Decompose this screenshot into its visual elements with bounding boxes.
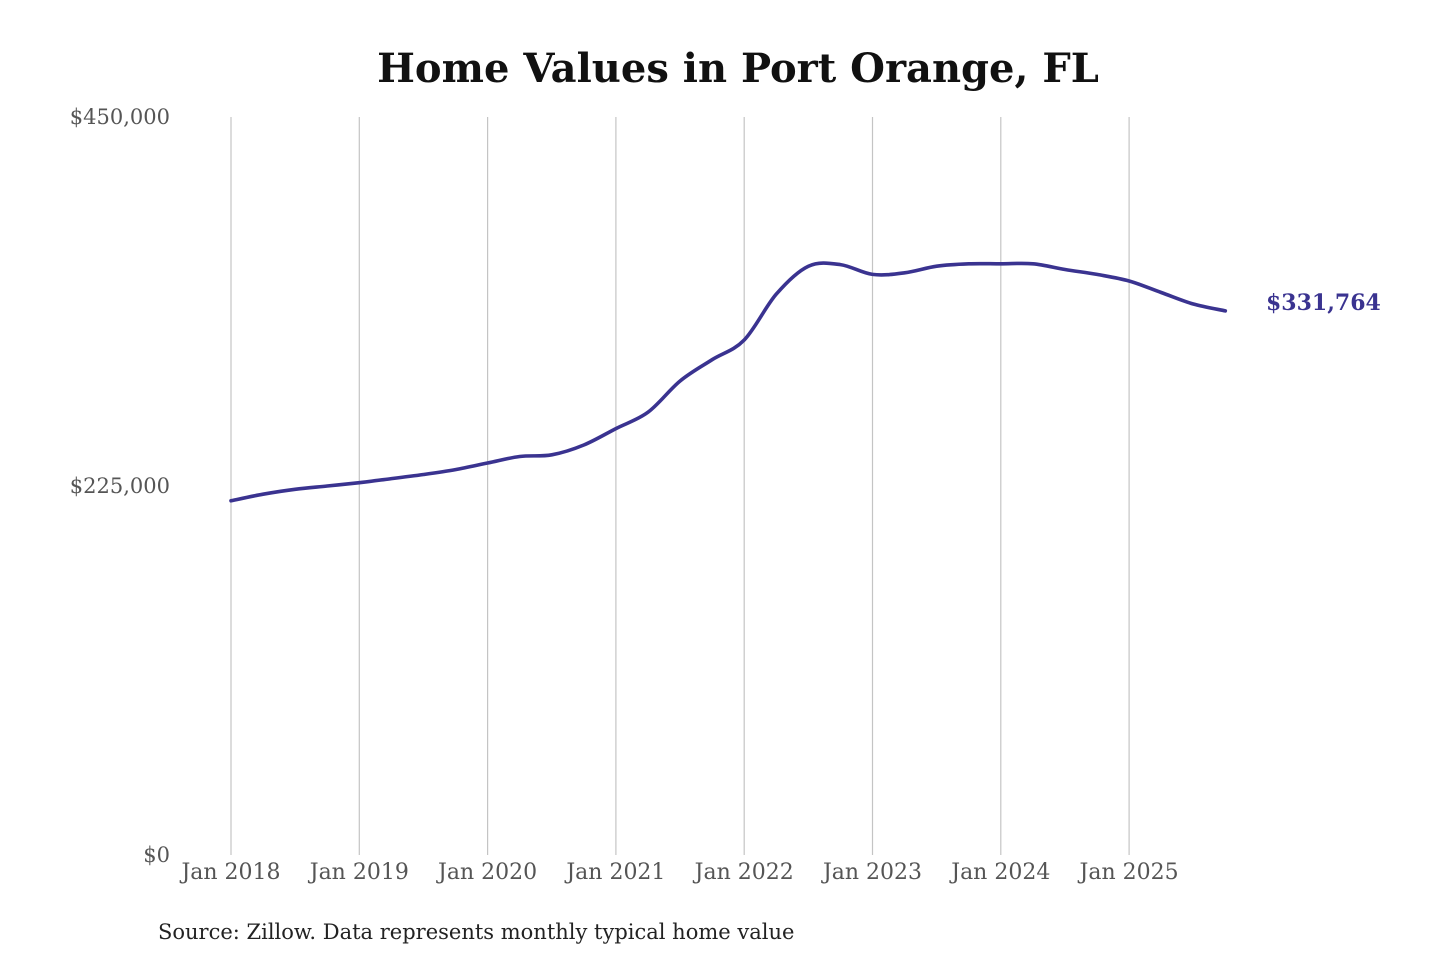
series-layer [229, 261, 1228, 503]
x-tick-label: Jan 2023 [821, 860, 922, 885]
y-axis-ticks: $0 $225,000 $450,000 [70, 105, 170, 867]
chart-title: Home Values in Port Orange, FL [377, 45, 1099, 92]
x-tick-label: Jan 2025 [1078, 860, 1179, 885]
y-tick-label: $450,000 [70, 105, 170, 129]
x-tick-label: Jan 2021 [564, 860, 665, 885]
x-tick-label: Jan 2024 [949, 860, 1050, 885]
end-value-label: $331,764 [1266, 290, 1381, 316]
series-line [229, 261, 1228, 503]
x-tick-label: Jan 2022 [693, 860, 794, 885]
x-tick-label: Jan 2018 [179, 860, 280, 885]
x-axis-ticks: Jan 2018 Jan 2019 Jan 2020 Jan 2021 Jan 2022… [179, 860, 1178, 885]
source-note: Source: Zillow. Data represents monthly … [158, 920, 794, 944]
gridlines [230, 117, 1130, 855]
x-tick-label: Jan 2019 [308, 860, 409, 885]
x-tick-label: Jan 2020 [436, 860, 537, 885]
y-tick-label: $225,000 [70, 474, 170, 498]
y-tick-label: $0 [143, 843, 170, 867]
